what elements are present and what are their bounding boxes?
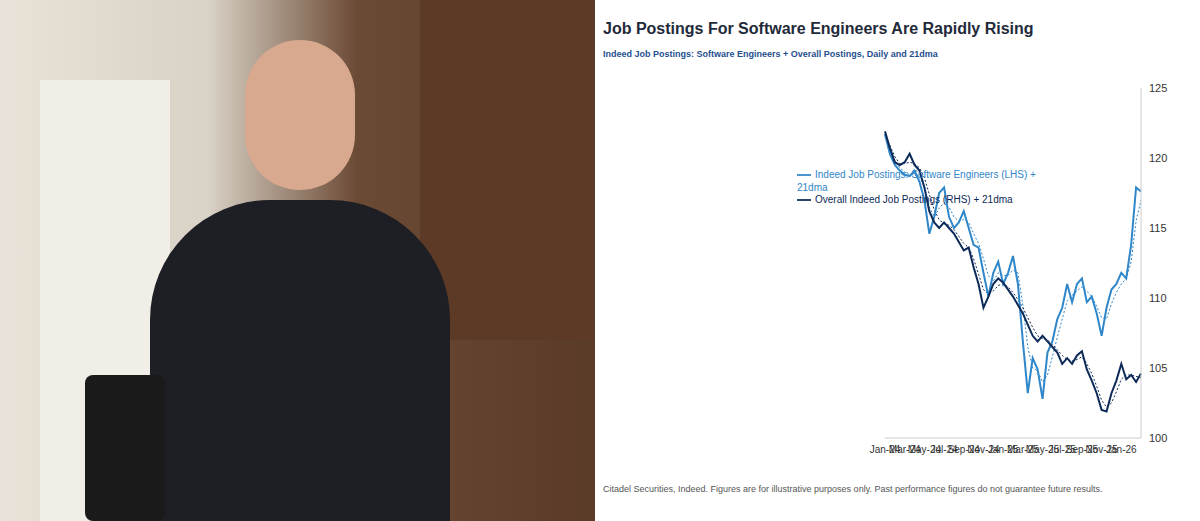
svg-text:Nov-25: Nov-25 (1085, 444, 1118, 456)
svg-text:120: 120 (1149, 152, 1167, 164)
html-text:Overall Indeed Job Postings (R: Overall Indeed Job Postings (RHS) + 21dm… (815, 193, 1013, 205)
svg-text:Nov-24: Nov-24 (967, 444, 1000, 456)
svg-text:Jan-26: Jan-26 (1106, 444, 1137, 455)
html-text:Job Postings For Software Engi: Job Postings For Software Engineers Are … (603, 20, 1034, 37)
svg-text:Jan-25: Jan-25 (987, 444, 1019, 456)
svg-text:Jul-25: Jul-25 (1048, 444, 1076, 456)
svg-text:110: 110 (1149, 292, 1167, 304)
svg-text:115: 115 (1149, 222, 1167, 234)
svg-text:Jul-24: Jul-24 (930, 444, 958, 456)
svg-text:Jan-24: Jan-24 (869, 444, 901, 456)
svg-text:100: 100 (1149, 432, 1167, 444)
svg-text:105: 105 (1149, 362, 1167, 374)
svg-text:125: 125 (1149, 82, 1167, 94)
svg-text:May-24: May-24 (907, 444, 942, 456)
html-text:Indeed Job Postings: Software: Indeed Job Postings: Software Engineers … (797, 168, 1036, 193)
html-text:Citadel Securities, Indeed. Fi: Citadel Securities, Indeed. Figures are … (603, 484, 1103, 494)
svg-text:Sep-24: Sep-24 (947, 444, 980, 456)
svg-text:May-25: May-25 (1025, 444, 1060, 456)
html-text:Indeed Job Postings: Software: Indeed Job Postings: Software Engineers … (603, 49, 938, 59)
svg-text:Mar-25: Mar-25 (1007, 444, 1039, 456)
svg-text:Mar-24: Mar-24 (888, 444, 921, 456)
svg-text:Sep-25: Sep-25 (1065, 444, 1098, 456)
